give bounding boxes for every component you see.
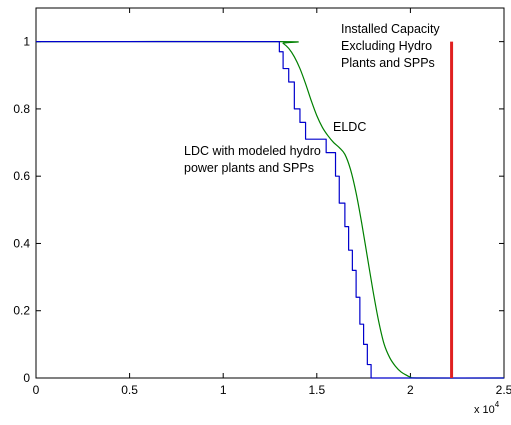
annotation-installed-capacity: Installed Capacity Excluding Hydro Plant… (341, 22, 443, 70)
y-tick-label: 0.8 (13, 102, 30, 116)
annotation-eldc: ELDC (333, 120, 366, 134)
x-exponent-label: x 104 (474, 400, 500, 416)
y-tick-label: 0.2 (13, 304, 30, 318)
x-tick-label: 2.5 (496, 383, 511, 397)
y-tick-label: 0 (23, 371, 30, 385)
y-tick-label: 1 (23, 35, 30, 49)
x-tick-label: 0.5 (121, 383, 138, 397)
series-layer (35, 40, 505, 379)
x-exponent-base: x 10 (474, 404, 495, 416)
annotation-line: LDC with modeled hydro (184, 144, 321, 158)
x-tick-label: 1.5 (308, 383, 325, 397)
x-tick-label: 0 (33, 383, 40, 397)
plot-area (35, 7, 505, 379)
annotation-line: Plants and SPPs (341, 56, 435, 70)
y-tick-label: 0.6 (13, 169, 30, 183)
x-exponent-power: 4 (495, 400, 500, 409)
annotation-line: power plants and SPPs (184, 161, 314, 175)
series-line-eldc (35, 40, 505, 379)
annotation-line: Excluding Hydro (341, 39, 432, 53)
annotation-line: Installed Capacity (341, 22, 440, 36)
axis-ticks: 0 0.5 1 1.5 2 2.5 0 0.2 0.4 0.6 0.8 1 (13, 8, 511, 397)
y-tick-label: 0.4 (13, 236, 30, 250)
annotation-ldc: LDC with modeled hydro power plants and … (184, 144, 324, 175)
x-tick-label: 1 (220, 383, 227, 397)
x-tick-label: 2 (407, 383, 414, 397)
series-line-ldc (36, 41, 504, 379)
